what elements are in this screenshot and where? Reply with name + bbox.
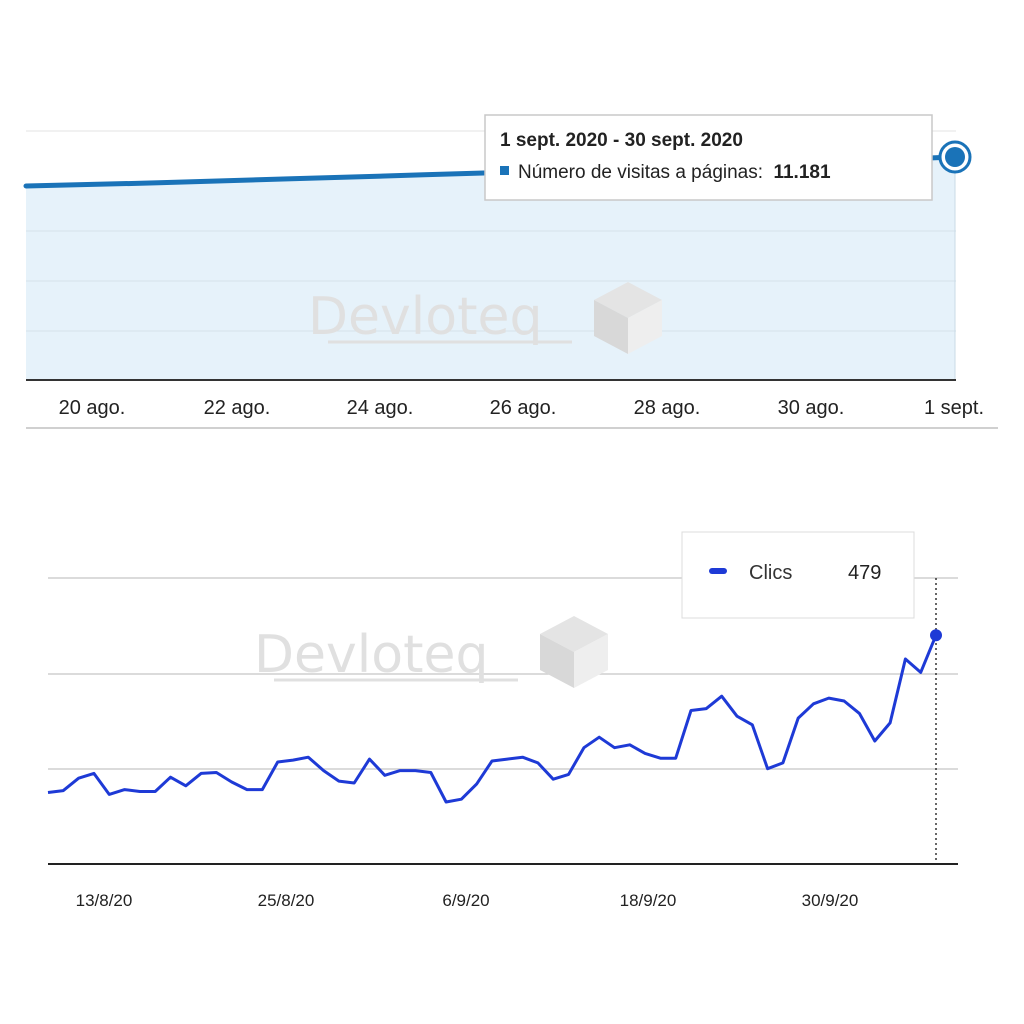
watermark-cube-icon [540, 616, 608, 688]
tooltip-series-swatch [500, 166, 509, 175]
top-x-tick-label: 1 sept. [924, 397, 984, 419]
bottom-chart: Devloteq 13/8/20 25/8/20 6/9/20 18/9/20 30/9… [47, 531, 958, 910]
top-area-fill [26, 157, 955, 380]
top-highlight-point[interactable] [938, 140, 972, 174]
top-watermark: Devloteq [308, 282, 662, 354]
top-x-tick-label: 30 ago. [778, 397, 845, 419]
legend-value: 479 [848, 562, 881, 584]
highlight-dot [945, 147, 965, 167]
bottom-legend-card: Clics 479 [681, 531, 915, 619]
tooltip-value: 11.181 [773, 162, 830, 183]
tooltip-box [484, 114, 933, 201]
watermark-cube-icon [594, 282, 662, 354]
bottom-series-line [47, 634, 938, 804]
top-chart: Devloteq 20 ago. 22 ago. 24 ago. 26 ago. 28 … [23, 114, 998, 429]
top-tooltip: 1 sept. 2020 - 30 sept. 2020 Número de v… [484, 114, 933, 201]
bottom-highlight-point[interactable] [930, 629, 942, 642]
watermark-text: Devloteq [254, 625, 488, 685]
bottom-x-tick-label: 13/8/20 [76, 891, 133, 910]
bottom-x-tick-label: 6/9/20 [442, 891, 489, 910]
watermark-text: Devloteq [308, 287, 542, 347]
legend-swatch [709, 568, 727, 574]
bottom-x-tick-label: 18/9/20 [620, 891, 677, 910]
legend-label: Clics [749, 562, 792, 584]
bottom-x-tick-label: 25/8/20 [258, 891, 315, 910]
tooltip-title: 1 sept. 2020 - 30 sept. 2020 [500, 130, 743, 151]
bottom-x-ticks: 13/8/20 25/8/20 6/9/20 18/9/20 30/9/20 [76, 891, 859, 910]
bottom-watermark: Devloteq [254, 616, 608, 688]
tooltip-metric: Número de visitas a páginas: [518, 162, 763, 183]
tooltip-line: Número de visitas a páginas: 11.181 [518, 162, 831, 183]
top-x-tick-label: 24 ago. [347, 397, 414, 419]
top-x-tick-label: 20 ago. [59, 397, 126, 419]
top-x-tick-label: 28 ago. [634, 397, 701, 419]
top-x-tick-label: 26 ago. [490, 397, 557, 419]
top-x-tick-label: 22 ago. [204, 397, 271, 419]
top-x-ticks: 20 ago. 22 ago. 24 ago. 26 ago. 28 ago. 30 ag… [59, 397, 984, 419]
bottom-x-tick-label: 30/9/20 [802, 891, 859, 910]
legend-box [681, 531, 915, 619]
